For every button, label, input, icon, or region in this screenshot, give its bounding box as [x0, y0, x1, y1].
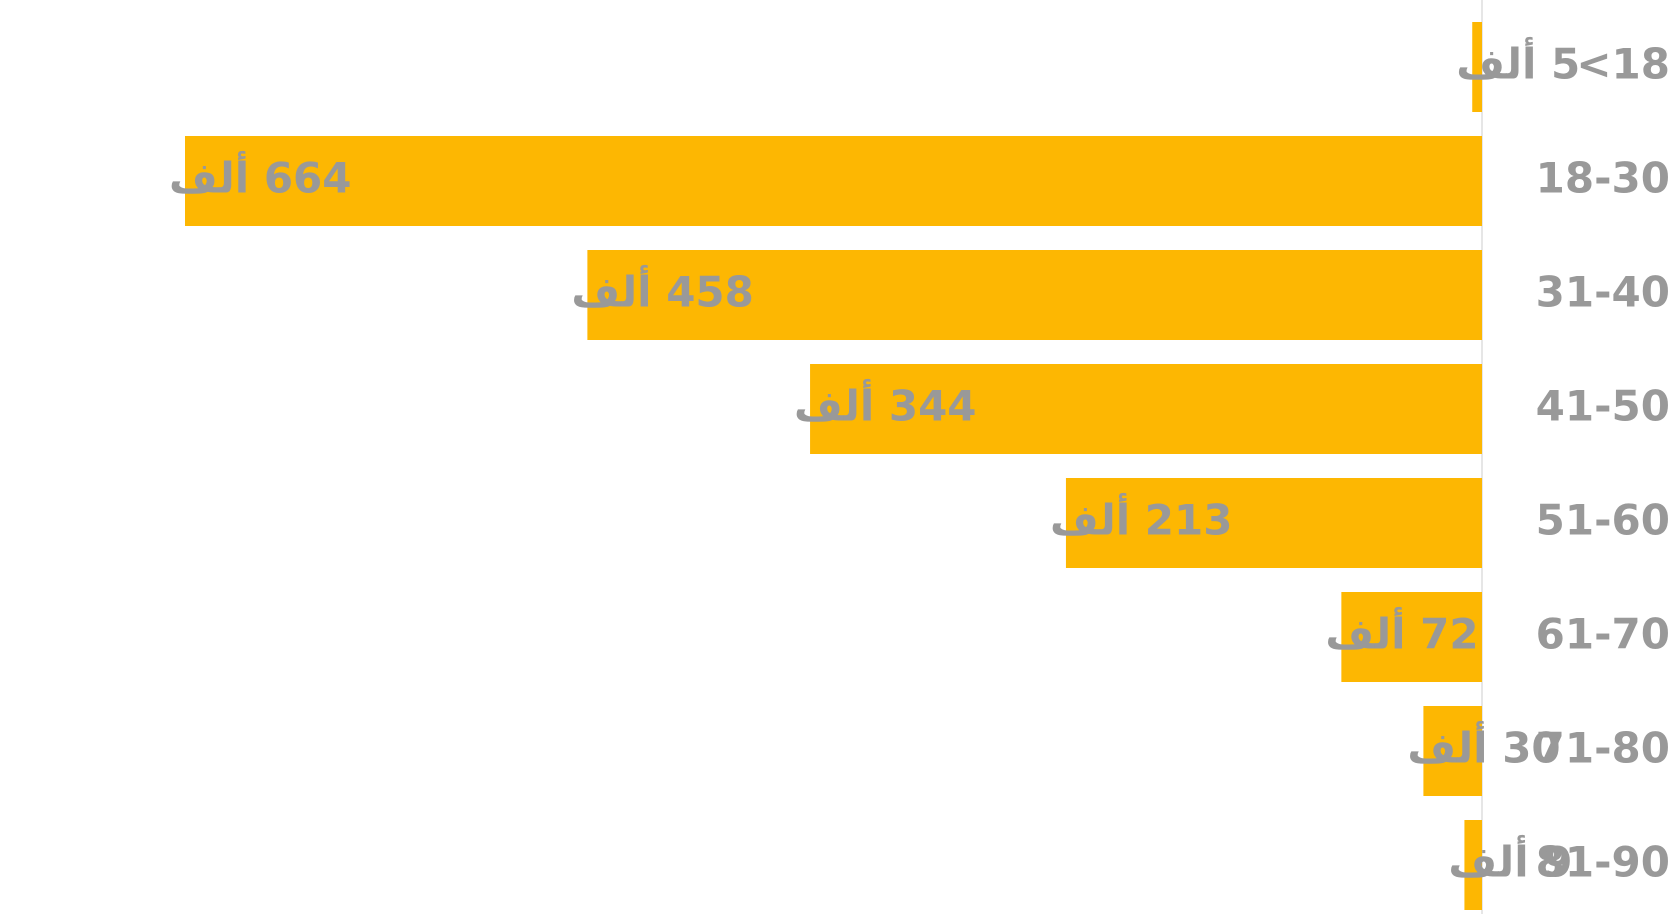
value-label: 458 ألف	[571, 265, 753, 317]
bar	[810, 364, 1482, 454]
value-label: 5 ألف	[1456, 37, 1580, 89]
category-label: 81-90	[1536, 838, 1670, 887]
bar	[1423, 706, 1482, 796]
value-label: 30 ألف	[1407, 721, 1560, 773]
bar	[1472, 22, 1482, 112]
category-label: 51-60	[1536, 496, 1670, 545]
category-label: 41-50	[1536, 382, 1670, 431]
bar	[1065, 478, 1482, 568]
bar	[185, 136, 1482, 226]
value-label: 9 ألف	[1448, 835, 1572, 887]
bar	[587, 250, 1482, 340]
value-label: 344 ألف	[794, 379, 976, 431]
category-label: 61-70	[1536, 610, 1670, 659]
bar	[1464, 820, 1482, 910]
value-label: 72 ألف	[1325, 607, 1478, 659]
bar	[1341, 592, 1482, 682]
category-label: 71-80	[1536, 724, 1670, 773]
value-label: 664 ألف	[169, 151, 351, 203]
category-label: <18	[1576, 40, 1670, 89]
value-label: 213 ألف	[1050, 493, 1232, 545]
category-label: 31-40	[1536, 268, 1670, 317]
category-label: 18-30	[1536, 154, 1670, 203]
